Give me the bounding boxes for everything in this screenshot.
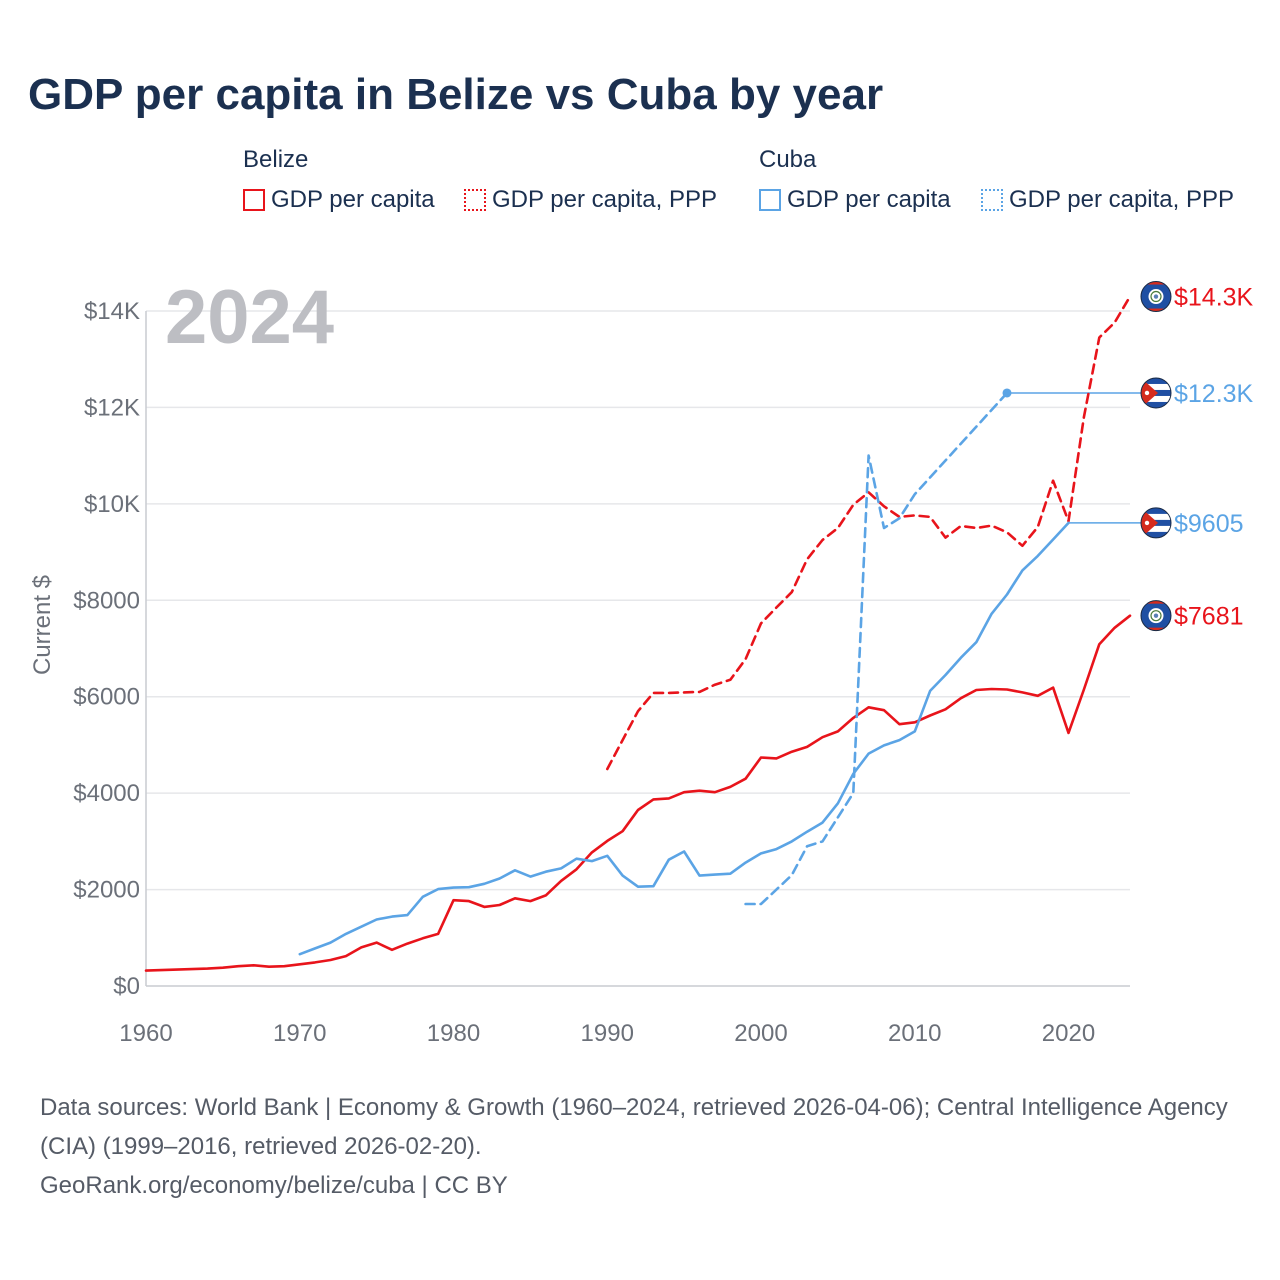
data-sources: Data sources: World Bank | Economy & Gro…	[40, 1094, 1228, 1160]
y-tick-label: $2000	[73, 877, 140, 904]
series-lines	[144, 295, 1132, 972]
legend-label: GDP per capita	[787, 186, 951, 213]
y-tick-label: $4000	[73, 780, 140, 807]
line-chart: $0$2000$4000$6000$8000$10K$12K$14K 1960 1…	[29, 275, 1254, 1047]
x-tick-label: 2020	[1042, 1020, 1095, 1047]
end-labels: $7681 $14.3K $9605 $12.3K	[1174, 284, 1254, 631]
belize-flag-icon	[1140, 600, 1172, 632]
series-line-0[interactable]	[144, 614, 1132, 972]
x-tick-label: 1960	[119, 1020, 172, 1047]
legend-cuba-gdp[interactable]: GDP per capita	[759, 186, 951, 214]
y-tick-label: $0	[113, 973, 140, 1000]
y-tick-label: $6000	[73, 684, 140, 711]
y-tick-label: $12K	[84, 394, 140, 421]
legend-group-cuba: Cuba	[759, 146, 817, 173]
footer: Data sources: World Bank | Economy & Gro…	[40, 1088, 1250, 1205]
x-tick-label: 2000	[734, 1020, 787, 1047]
cuba-flag-icon	[1140, 507, 1172, 539]
legend-swatch-solid-blue	[759, 189, 781, 211]
end-flags	[1140, 281, 1172, 632]
cuba-flag-icon	[1140, 377, 1172, 409]
end-value-label: $14.3K	[1174, 284, 1254, 312]
x-tick-label: 2010	[888, 1020, 941, 1047]
y-tick-label: $10K	[84, 491, 140, 518]
chart-title: GDP per capita in Belize vs Cuba by year	[28, 70, 884, 119]
y-axis-ticks: $0 $2000 $4000 $6000 $8000 $10K $12K $14K	[73, 298, 140, 1000]
series-line-3[interactable]	[744, 391, 1009, 906]
gridlines	[145, 310, 1130, 987]
end-value-label: $12.3K	[1174, 380, 1254, 408]
legend-label: GDP per capita, PPP	[1009, 186, 1234, 213]
series-line-2[interactable]	[298, 521, 1070, 956]
series-line-1[interactable]	[606, 295, 1132, 771]
end-value-label: $9605	[1174, 510, 1244, 538]
x-tick-label: 1980	[427, 1020, 480, 1047]
x-tick-label: 1990	[581, 1020, 634, 1047]
belize-flag-icon	[1140, 281, 1172, 313]
y-tick-label: $14K	[84, 298, 140, 325]
legend-belize-gdp-ppp[interactable]: GDP per capita, PPP	[464, 186, 717, 214]
legend-swatch-solid-red	[243, 189, 265, 211]
legend-label: GDP per capita	[271, 186, 435, 213]
y-axis-label: Current $	[29, 575, 56, 675]
x-tick-label: 1970	[273, 1020, 326, 1047]
y-tick-label: $8000	[73, 587, 140, 614]
legend-belize-gdp[interactable]: GDP per capita	[243, 186, 435, 214]
legend-label: GDP per capita, PPP	[492, 186, 717, 213]
year-watermark: 2024	[165, 275, 334, 360]
x-axis-ticks: 1960 1970 1980 1990 2000 2010 2020	[119, 1020, 1095, 1047]
legend-group-belize: Belize	[243, 146, 309, 173]
legend-swatch-dotted-red	[464, 189, 486, 211]
end-value-label: $7681	[1174, 603, 1244, 631]
legend-swatch-dotted-blue	[981, 189, 1003, 211]
legend-cuba-gdp-ppp[interactable]: GDP per capita, PPP	[981, 186, 1234, 214]
credit-link[interactable]: GeoRank.org/economy/belize/cuba | CC BY	[40, 1172, 508, 1199]
